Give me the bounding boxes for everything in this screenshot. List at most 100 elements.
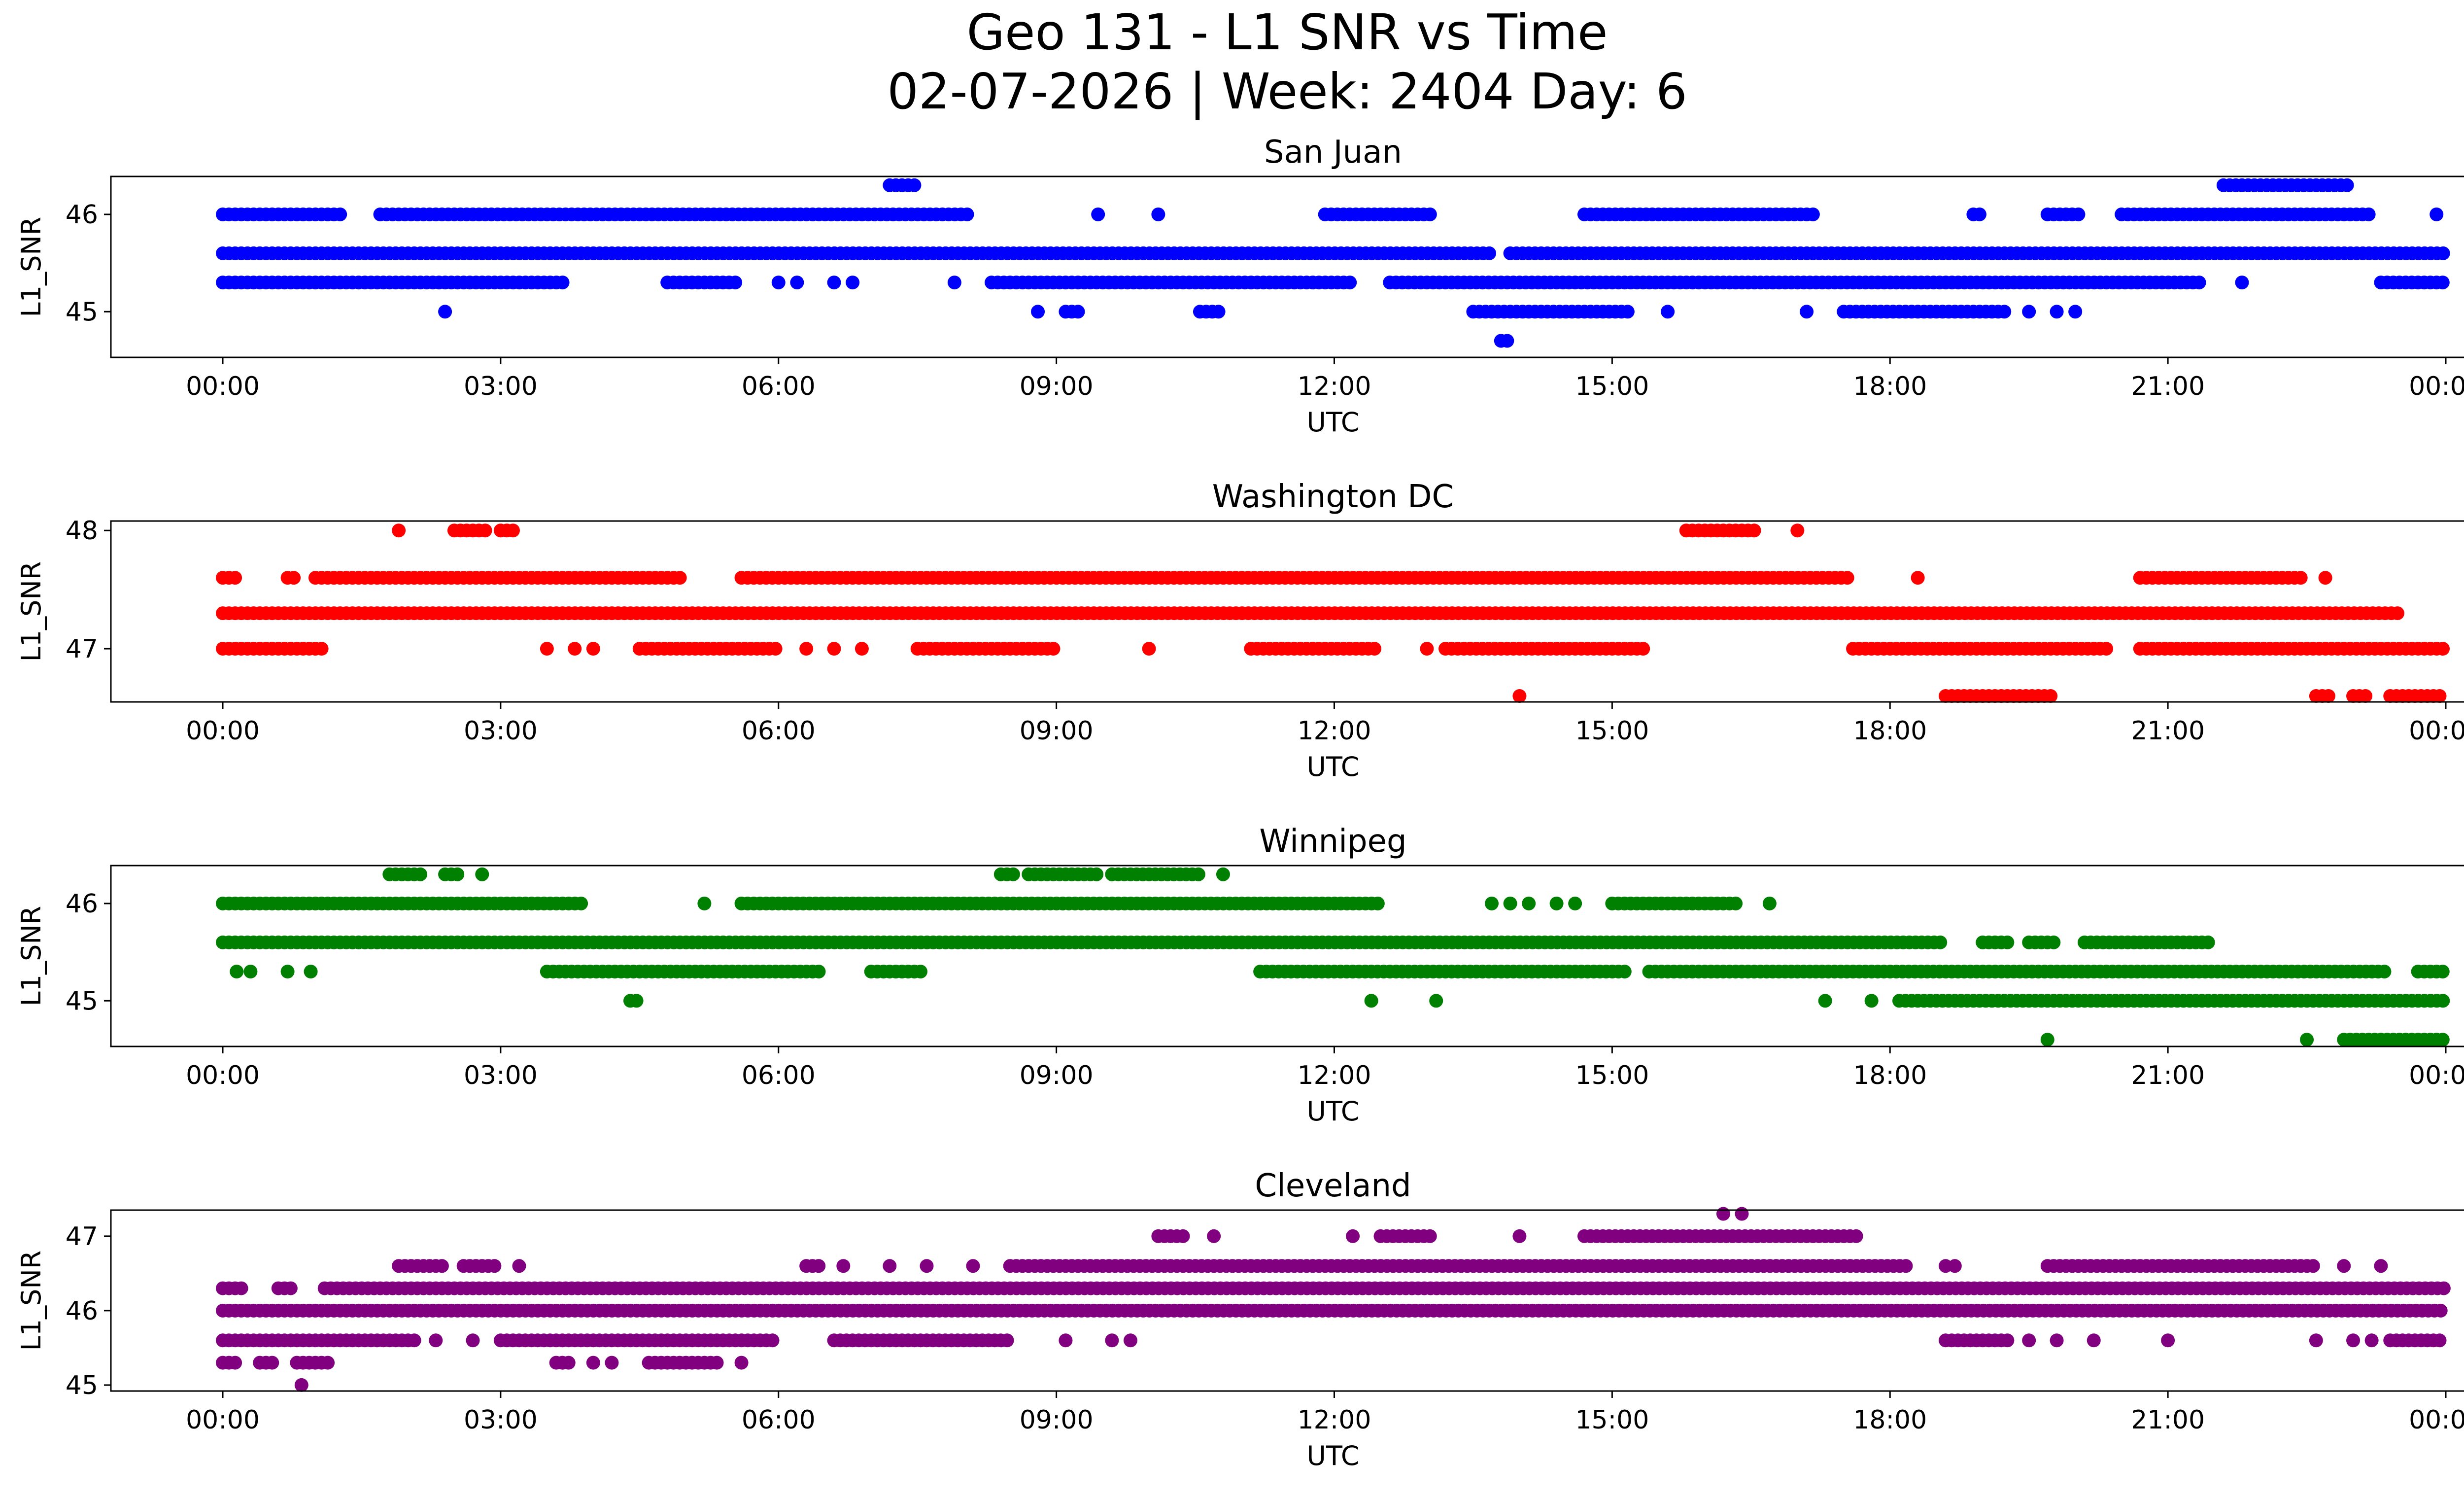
data-point — [799, 642, 814, 656]
data-point — [1346, 1229, 1360, 1243]
data-point — [287, 571, 301, 585]
data-point — [2293, 571, 2308, 585]
data-point — [1031, 305, 1045, 319]
x-tick-label: 09:00 — [1020, 716, 1094, 746]
data-point — [1071, 305, 1085, 319]
x-axis-label: UTC — [1306, 751, 1359, 782]
x-tick-label: 09:00 — [1020, 1061, 1094, 1090]
y-tick-label: 45 — [66, 1371, 98, 1400]
subplot-title: Washington DC — [1212, 479, 1454, 515]
data-point — [2047, 935, 2061, 949]
data-point — [697, 896, 712, 910]
data-point — [827, 642, 841, 656]
data-point — [407, 1333, 421, 1348]
x-tick-label: 00:00 — [186, 1061, 260, 1090]
x-tick-label: 12:00 — [1298, 372, 1371, 401]
x-tick-label: 21:00 — [2131, 716, 2205, 746]
data-point — [1000, 1333, 1014, 1348]
data-point — [1849, 1229, 1863, 1243]
x-tick-label: 21:00 — [2131, 1405, 2205, 1435]
data-point — [2044, 689, 2058, 703]
y-axis-label: L1_SNR — [16, 906, 47, 1007]
data-point — [540, 642, 554, 656]
data-point — [1423, 207, 1437, 221]
data-point — [438, 305, 452, 319]
data-point — [768, 642, 783, 656]
data-point — [1620, 305, 1635, 319]
axes-frame — [110, 520, 2464, 703]
data-point — [487, 1259, 502, 1273]
data-point — [1046, 642, 1061, 656]
data-point — [2022, 1333, 2036, 1348]
data-point — [2318, 571, 2332, 585]
data-point — [1735, 1207, 1749, 1221]
data-point — [586, 1356, 600, 1370]
data-point — [294, 1378, 308, 1392]
axes-frame — [110, 175, 2464, 358]
data-point — [2309, 1333, 2323, 1348]
data-point — [2377, 965, 2392, 979]
data-point — [2364, 1333, 2379, 1348]
data-point — [605, 1356, 619, 1370]
x-tick-label: 18:00 — [1853, 716, 1927, 746]
data-point — [2071, 207, 2086, 221]
y-tick-label: 48 — [66, 516, 98, 546]
x-tick-label: 15:00 — [1575, 372, 1649, 401]
x-tick-label: 03:00 — [464, 372, 538, 401]
y-tick-label: 47 — [66, 1222, 98, 1252]
data-point — [2235, 276, 2249, 290]
data-point — [673, 571, 687, 585]
data-point — [1716, 1207, 1730, 1221]
x-tick-label: 21:00 — [2131, 372, 2205, 401]
data-point — [230, 965, 244, 979]
data-point — [1818, 994, 1832, 1008]
data-point — [836, 1259, 851, 1273]
x-tick-label: 18:00 — [1853, 1061, 1927, 1090]
y-tick-label: 45 — [66, 986, 98, 1016]
data-point — [2432, 1333, 2447, 1348]
data-point — [243, 965, 258, 979]
data-point — [2359, 689, 2373, 703]
data-point — [1522, 896, 1536, 910]
data-point — [1997, 305, 2012, 319]
data-point — [1091, 207, 1105, 221]
data-point — [2050, 1333, 2064, 1348]
subplot-3: Cleveland 00:00 03:00 06:00 09:00 12:00 15:00 1… — [16, 1168, 2464, 1471]
x-tick-label: 15:00 — [1575, 716, 1649, 746]
data-point — [1500, 334, 1514, 348]
data-point — [1790, 523, 1805, 538]
data-point — [728, 276, 743, 290]
data-point — [1617, 965, 1632, 979]
x-tick-label: 12:00 — [1298, 1405, 1371, 1435]
data-point — [2068, 305, 2083, 319]
data-point — [1512, 1229, 1527, 1243]
data-point — [1806, 207, 1820, 221]
data-point — [2161, 1333, 2175, 1348]
x-tick-label: 03:00 — [464, 1405, 538, 1435]
data-point — [1420, 642, 1434, 656]
subplot-title: Winnipeg — [1259, 823, 1406, 860]
data-point — [1972, 207, 1986, 221]
data-point — [920, 1259, 934, 1273]
data-point — [2000, 935, 2015, 949]
data-point — [1933, 935, 1948, 949]
data-point — [734, 1356, 749, 1370]
x-tick-label: 00:00 — [2409, 1061, 2464, 1090]
x-tick-label: 21:00 — [2131, 1061, 2205, 1090]
data-point — [1364, 994, 1378, 1008]
data-point — [1216, 867, 1230, 881]
data-point — [561, 1356, 576, 1370]
data-point — [966, 1259, 980, 1273]
data-point — [1423, 1229, 1437, 1243]
x-axis-label: UTC — [1306, 1096, 1359, 1127]
data-points — [216, 867, 2450, 1047]
data-point — [1482, 246, 1497, 260]
data-point — [466, 1333, 480, 1348]
x-tick-label: 12:00 — [1298, 1061, 1371, 1090]
data-point — [1343, 276, 1357, 290]
subplot-title: Cleveland — [1255, 1168, 1411, 1204]
data-point — [435, 1259, 449, 1273]
y-axis-label: L1_SNR — [16, 217, 47, 317]
data-point — [2022, 305, 2036, 319]
data-point — [1729, 896, 1743, 910]
